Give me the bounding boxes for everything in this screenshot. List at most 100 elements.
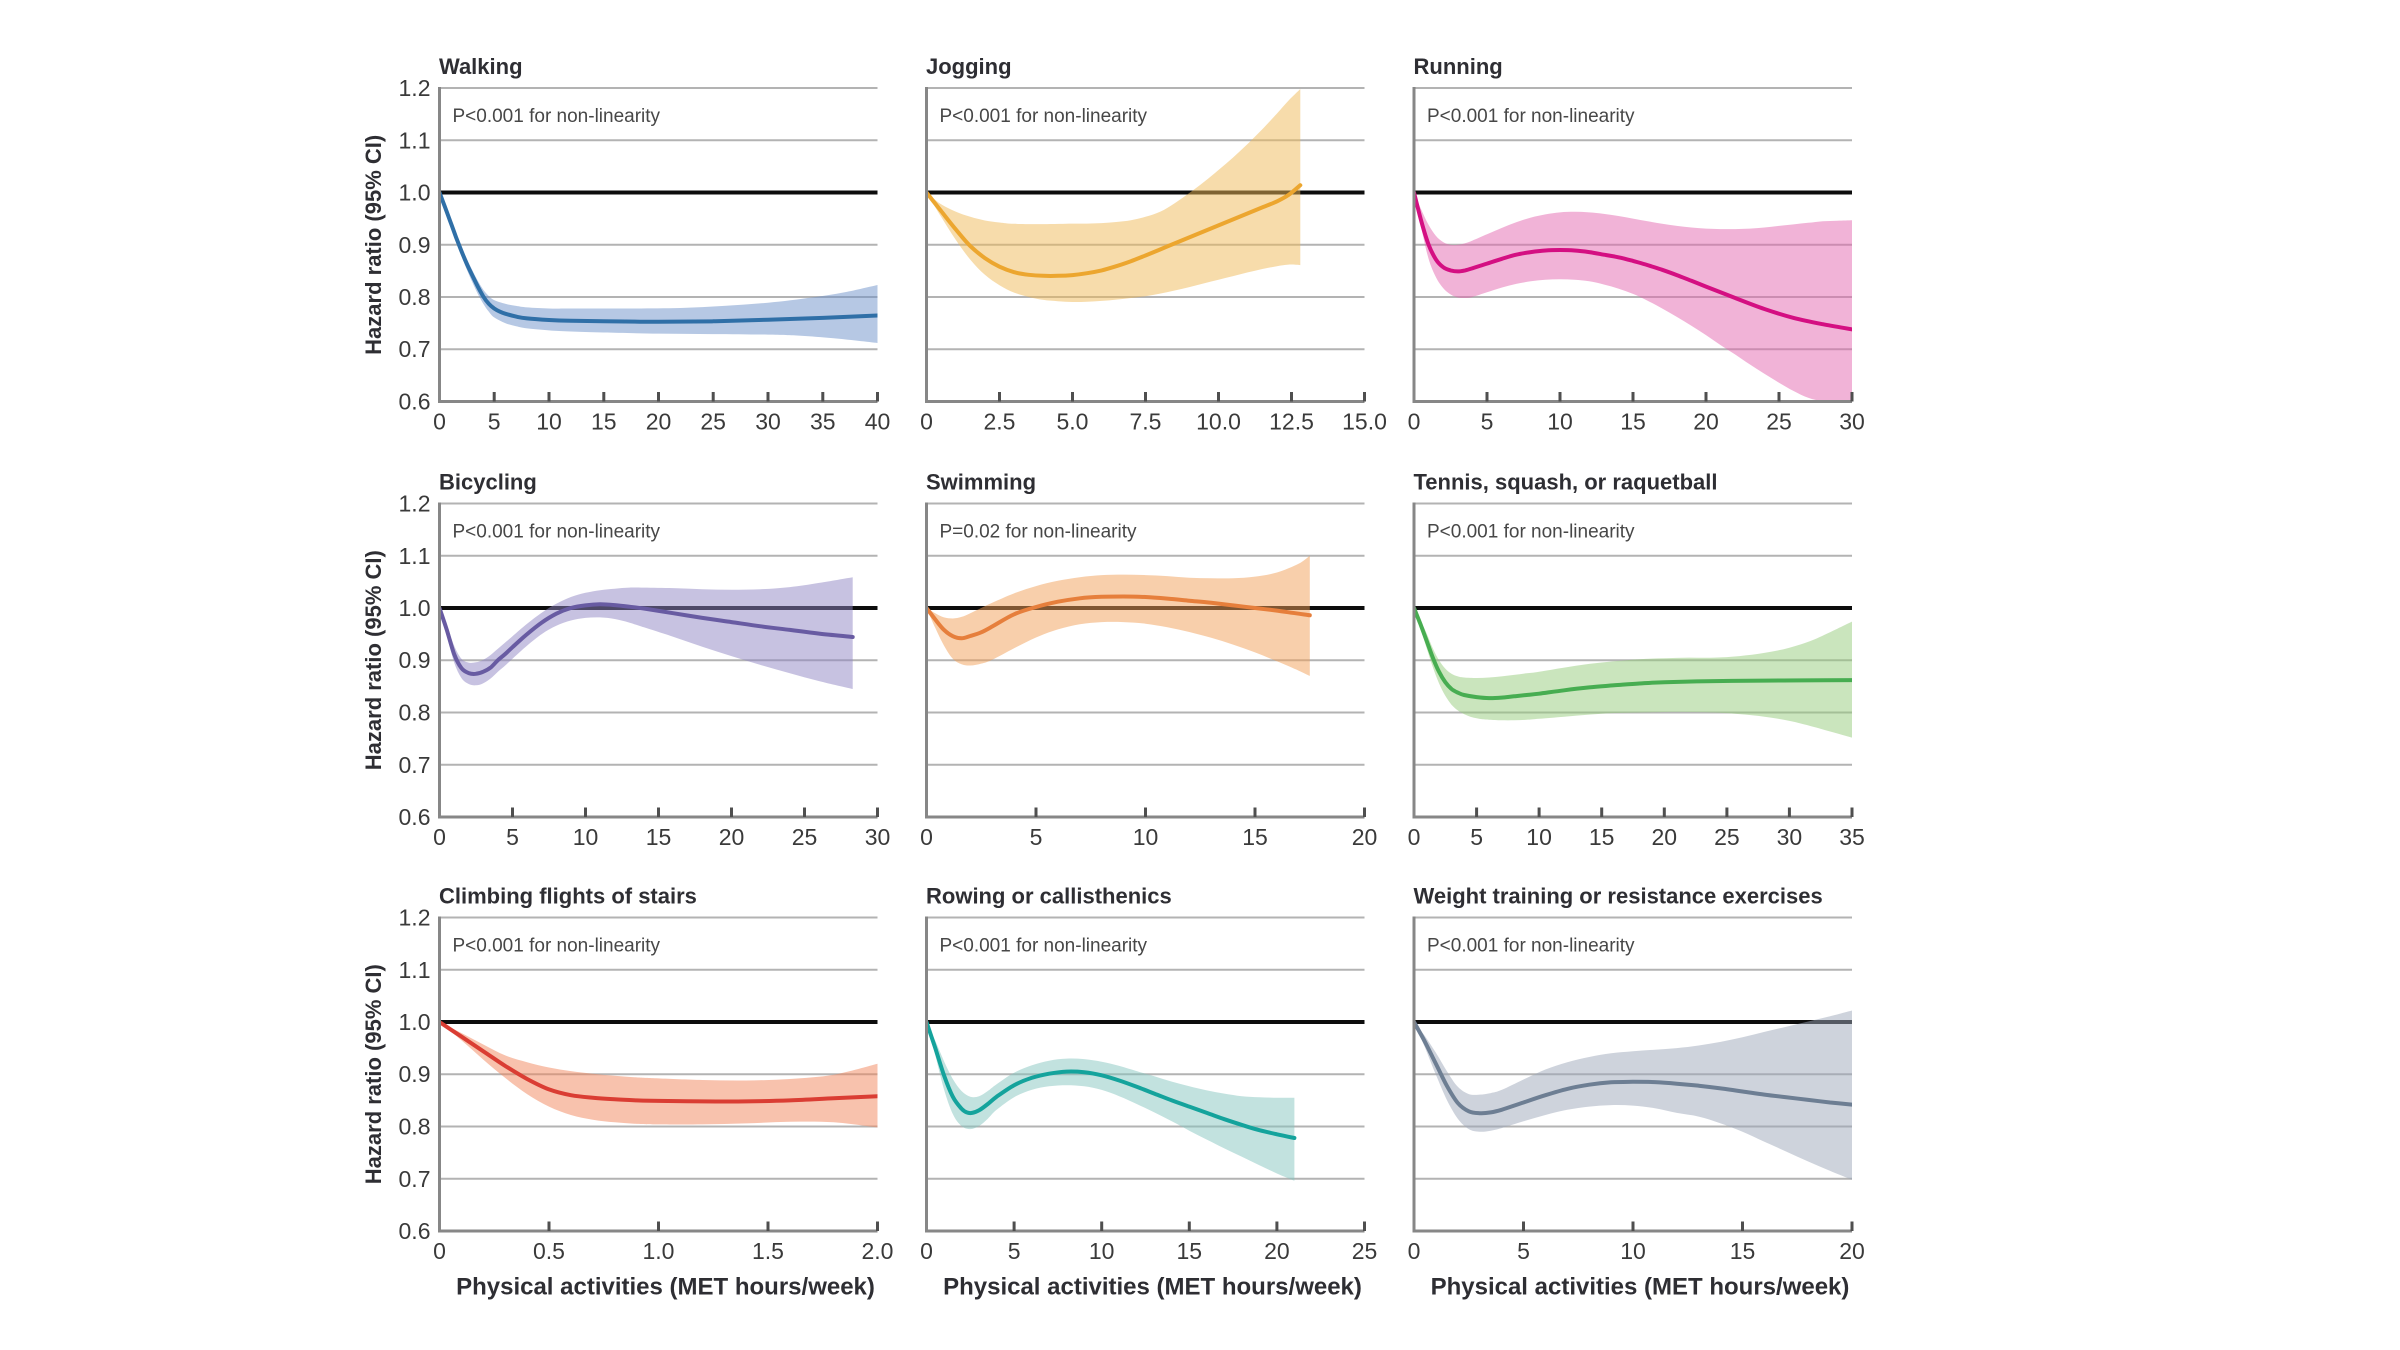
- svg-text:5: 5: [1481, 409, 1494, 435]
- svg-text:P<0.001 for non-linearity: P<0.001 for non-linearity: [1427, 106, 1635, 127]
- svg-text:35: 35: [1839, 824, 1865, 850]
- svg-text:0: 0: [1408, 824, 1421, 850]
- svg-text:20: 20: [719, 824, 745, 850]
- svg-text:20: 20: [646, 409, 672, 435]
- svg-text:1.2: 1.2: [399, 75, 431, 101]
- svg-text:Tennis, squash, or raquetball: Tennis, squash, or raquetball: [1414, 470, 1718, 495]
- svg-text:P<0.001 for non-linearity: P<0.001 for non-linearity: [940, 106, 1148, 127]
- svg-text:1.0: 1.0: [399, 180, 431, 206]
- svg-text:15: 15: [1242, 824, 1268, 850]
- svg-text:0: 0: [920, 1238, 933, 1264]
- svg-text:20: 20: [1264, 1238, 1290, 1264]
- svg-text:5: 5: [1517, 1238, 1530, 1264]
- svg-text:5: 5: [488, 409, 501, 435]
- svg-text:5: 5: [506, 824, 519, 850]
- svg-text:1.2: 1.2: [399, 491, 431, 517]
- svg-text:0.9: 0.9: [399, 1061, 431, 1087]
- svg-text:Walking: Walking: [439, 54, 523, 79]
- svg-text:20: 20: [1839, 1238, 1865, 1264]
- svg-text:0: 0: [433, 824, 446, 850]
- svg-text:0: 0: [1408, 409, 1421, 435]
- svg-text:0.6: 0.6: [399, 389, 431, 415]
- svg-text:Physical activities (MET hours: Physical activities (MET hours/week): [943, 1274, 1362, 1301]
- svg-text:20: 20: [1652, 824, 1678, 850]
- svg-text:Weight training or resistance: Weight training or resistance exercises: [1414, 884, 1823, 909]
- svg-text:10: 10: [1526, 824, 1552, 850]
- svg-text:5: 5: [1030, 824, 1043, 850]
- svg-text:Physical activities (MET hours: Physical activities (MET hours/week): [456, 1274, 875, 1301]
- svg-text:30: 30: [865, 824, 891, 850]
- svg-text:0: 0: [920, 409, 933, 435]
- svg-text:Climbing flights of stairs: Climbing flights of stairs: [439, 884, 697, 909]
- svg-text:0: 0: [433, 1238, 446, 1264]
- svg-text:Hazard ratio (95% CI): Hazard ratio (95% CI): [361, 550, 386, 770]
- svg-text:Jogging: Jogging: [926, 54, 1012, 79]
- svg-text:5: 5: [1470, 824, 1483, 850]
- svg-text:Physical activities (MET hours: Physical activities (MET hours/week): [1431, 1274, 1850, 1301]
- svg-text:25: 25: [1352, 1238, 1378, 1264]
- svg-text:0.6: 0.6: [399, 1218, 431, 1244]
- svg-text:0.8: 0.8: [399, 284, 431, 310]
- svg-text:1.1: 1.1: [399, 127, 431, 153]
- svg-text:0.7: 0.7: [399, 336, 431, 362]
- svg-text:15.0: 15.0: [1342, 409, 1387, 435]
- svg-text:0: 0: [1408, 1238, 1421, 1264]
- svg-text:P<0.001 for non-linearity: P<0.001 for non-linearity: [940, 936, 1148, 957]
- svg-text:1.2: 1.2: [399, 905, 431, 931]
- svg-text:25: 25: [792, 824, 818, 850]
- svg-text:1.0: 1.0: [399, 595, 431, 621]
- svg-text:0.9: 0.9: [399, 232, 431, 258]
- svg-text:P<0.001 for non-linearity: P<0.001 for non-linearity: [453, 936, 661, 957]
- svg-text:P<0.001 for non-linearity: P<0.001 for non-linearity: [453, 522, 661, 543]
- svg-text:10.0: 10.0: [1196, 409, 1241, 435]
- svg-text:0.7: 0.7: [399, 752, 431, 778]
- svg-text:30: 30: [1777, 824, 1803, 850]
- svg-text:0.6: 0.6: [399, 804, 431, 830]
- svg-text:0.8: 0.8: [399, 1114, 431, 1140]
- svg-text:Hazard ratio (95% CI): Hazard ratio (95% CI): [361, 964, 386, 1184]
- svg-text:7.5: 7.5: [1130, 409, 1162, 435]
- svg-text:0.8: 0.8: [399, 700, 431, 726]
- svg-text:0.7: 0.7: [399, 1166, 431, 1192]
- svg-text:10: 10: [1547, 409, 1573, 435]
- svg-text:15: 15: [1620, 409, 1646, 435]
- svg-text:1.5: 1.5: [752, 1238, 784, 1264]
- svg-text:12.5: 12.5: [1269, 409, 1314, 435]
- svg-text:25: 25: [1766, 409, 1792, 435]
- svg-text:20: 20: [1693, 409, 1719, 435]
- svg-text:15: 15: [1177, 1238, 1203, 1264]
- svg-text:2.5: 2.5: [984, 409, 1016, 435]
- svg-text:20: 20: [1352, 824, 1378, 850]
- svg-text:10: 10: [536, 409, 562, 435]
- svg-text:5.0: 5.0: [1057, 409, 1089, 435]
- svg-text:10: 10: [1133, 824, 1159, 850]
- svg-text:P<0.001 for non-linearity: P<0.001 for non-linearity: [1427, 522, 1635, 543]
- svg-text:0: 0: [920, 824, 933, 850]
- svg-text:Hazard ratio (95% CI): Hazard ratio (95% CI): [361, 135, 386, 355]
- svg-text:5: 5: [1008, 1238, 1021, 1264]
- svg-text:30: 30: [755, 409, 781, 435]
- svg-text:25: 25: [1714, 824, 1740, 850]
- svg-text:10: 10: [1089, 1238, 1115, 1264]
- svg-text:P=0.02 for non-linearity: P=0.02 for non-linearity: [940, 522, 1137, 543]
- svg-text:35: 35: [810, 409, 836, 435]
- svg-text:0: 0: [433, 409, 446, 435]
- svg-text:P<0.001 for non-linearity: P<0.001 for non-linearity: [1427, 936, 1635, 957]
- svg-text:25: 25: [700, 409, 726, 435]
- svg-text:0.5: 0.5: [533, 1238, 565, 1264]
- svg-text:Running: Running: [1414, 54, 1503, 79]
- svg-text:1.0: 1.0: [643, 1238, 675, 1264]
- svg-text:15: 15: [1730, 1238, 1756, 1264]
- svg-text:15: 15: [646, 824, 672, 850]
- svg-text:1.1: 1.1: [399, 543, 431, 569]
- svg-text:15: 15: [591, 409, 617, 435]
- svg-text:2.0: 2.0: [862, 1238, 894, 1264]
- svg-text:0.9: 0.9: [399, 647, 431, 673]
- svg-text:10: 10: [1620, 1238, 1646, 1264]
- svg-text:Rowing or callisthenics: Rowing or callisthenics: [926, 884, 1172, 909]
- svg-text:1.0: 1.0: [399, 1009, 431, 1035]
- svg-text:1.1: 1.1: [399, 957, 431, 983]
- svg-text:Bicycling: Bicycling: [439, 470, 537, 495]
- svg-text:10: 10: [573, 824, 599, 850]
- svg-text:15: 15: [1589, 824, 1615, 850]
